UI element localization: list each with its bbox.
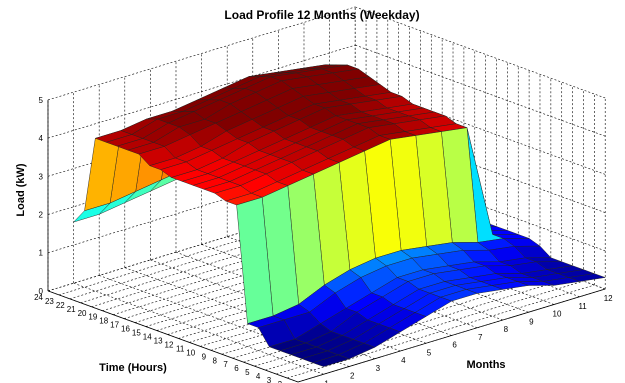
y-tick-label: 17 [110,321,119,330]
x-tick-label: 9 [529,317,534,326]
x-tick-label: 3 [376,364,381,373]
y-tick-label: 3 [267,376,272,383]
x-tick-label: 7 [478,333,483,342]
x-axis-label: Months [466,359,505,371]
y-tick-label: 4 [256,372,261,381]
z-axis-label: Load (kW) [15,163,27,216]
y-tick-label: 9 [202,352,207,361]
x-tick-label: 2 [350,372,355,381]
y-tick-label: 10 [186,348,195,357]
z-tick-label: 1 [39,249,44,258]
x-tick-label: 10 [553,310,562,319]
z-tick-label: 4 [39,134,44,143]
surface-layer [74,65,606,367]
y-tick-label: 8 [212,356,217,365]
x-tick-label: 1 [324,379,329,383]
x-tick-label: 6 [452,341,457,350]
y-tick-label: 6 [234,364,239,373]
y-tick-label: 20 [78,309,87,318]
z-tick-label: 5 [39,96,44,105]
x-tick-label: 11 [578,302,587,311]
z-tick-label: 2 [39,211,44,220]
x-tick-label: 5 [427,348,432,357]
y-tick-label: 5 [245,368,250,377]
y-tick-label: 15 [132,329,141,338]
y-tick-label: 14 [143,333,152,342]
y-tick-label: 19 [88,313,97,322]
z-tick-label: 3 [39,172,44,181]
x-tick-label: 4 [401,356,406,365]
x-tick-label: 8 [504,325,509,334]
y-tick-label: 16 [121,325,130,334]
y-tick-label: 21 [67,305,76,314]
y-tick-label: 13 [154,336,163,345]
y-tick-label: 23 [45,297,54,306]
y-axis-label: Time (Hours) [99,362,167,374]
y-tick-label: 7 [223,360,228,369]
y-tick-label: 11 [176,344,185,353]
y-tick-label: 22 [56,301,65,310]
z-tick-label: 0 [39,287,44,296]
y-tick-label: 18 [99,317,108,326]
x-tick-label: 12 [604,294,613,303]
y-tick-label: 12 [165,340,174,349]
